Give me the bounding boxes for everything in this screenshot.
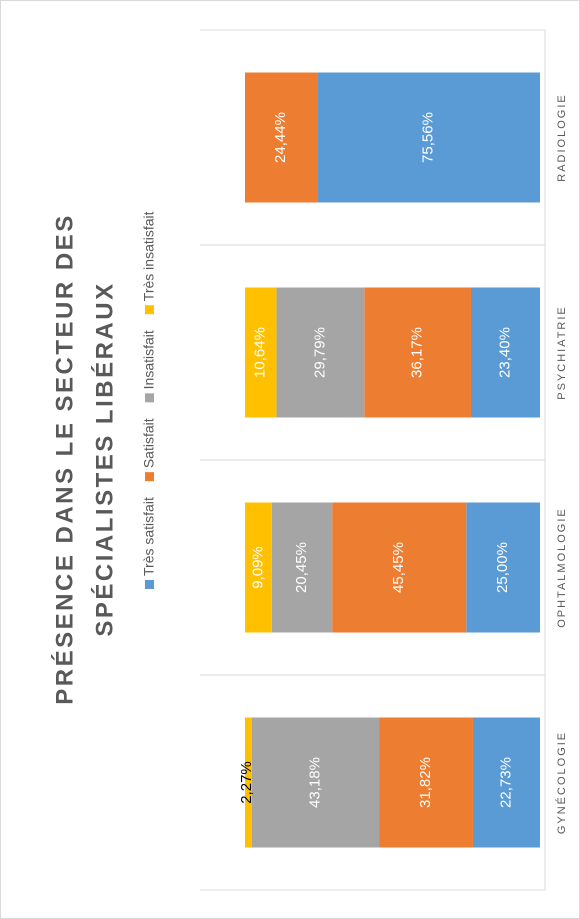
bar-segment — [245, 287, 277, 418]
legend-swatch — [145, 305, 154, 315]
data-label: 45,45% — [390, 542, 407, 593]
x-tick-label: RADIOLOGIE — [556, 93, 568, 181]
legend-label: Très insatisfait — [141, 211, 157, 301]
bar-segment — [276, 287, 365, 418]
data-label: 22,73% — [497, 757, 514, 808]
data-label: 2,27% — [238, 761, 255, 804]
legend-swatch — [145, 393, 154, 403]
bar-segment — [245, 72, 318, 203]
chart-title: PRÉSENCE DANS LE SECTEUR DES — [50, 213, 78, 704]
bar-segment — [364, 287, 471, 418]
bar-segment — [317, 72, 540, 203]
data-label: 9,09% — [249, 546, 266, 589]
data-label: 23,40% — [496, 327, 513, 378]
bar-segment — [251, 717, 380, 848]
bar-segment — [470, 287, 540, 418]
data-label: 31,82% — [417, 757, 434, 808]
data-label: 20,45% — [293, 542, 310, 593]
data-label: 43,18% — [306, 757, 323, 808]
legend-label: Très satisfait — [141, 497, 157, 576]
x-tick-label: GYNÉCOLOGIE — [555, 731, 568, 834]
data-label: 29,79% — [311, 327, 328, 378]
data-label: 24,44% — [272, 112, 289, 163]
bar-segment — [245, 717, 252, 848]
legend-swatch — [145, 472, 154, 482]
data-label: 75,56% — [420, 112, 437, 163]
data-label: 36,17% — [409, 327, 426, 378]
bar-segment — [466, 502, 540, 633]
x-tick-label: PSYCHIATRIE — [556, 305, 568, 400]
data-label: 25,00% — [494, 542, 511, 593]
rotated-chart: PRÉSENCE DANS LE SECTEUR DES SPÉCIALISTE… — [50, 29, 568, 891]
bar-segment — [379, 717, 473, 848]
x-tick-label: OPHTALMOLOGIE — [556, 507, 568, 628]
bar-segment — [245, 502, 272, 633]
legend-label: Satisfait — [141, 418, 157, 468]
bar-segment — [472, 717, 540, 848]
bar-segment — [271, 502, 333, 633]
legend-swatch — [145, 580, 154, 589]
legend-label: Insatisfait — [141, 330, 157, 389]
bar-segment — [332, 502, 467, 633]
chart-title: SPÉCIALISTES LIBÉRAUX — [90, 281, 118, 636]
data-label: 10,64% — [252, 327, 269, 378]
